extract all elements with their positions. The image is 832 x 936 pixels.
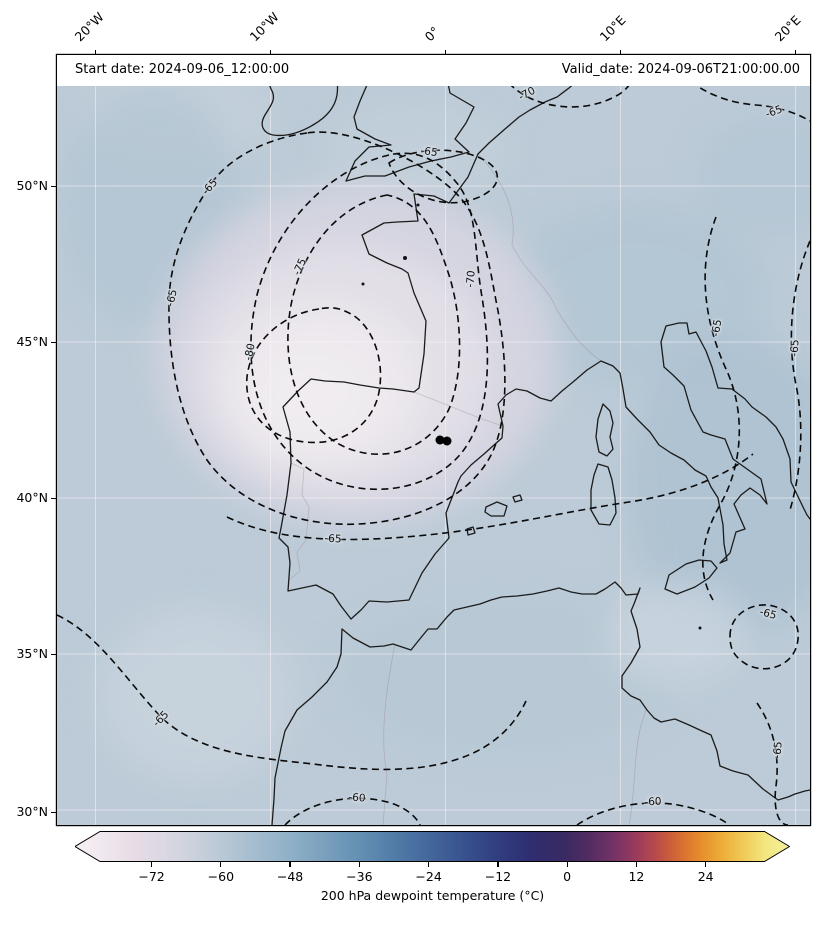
coast-sardinia — [590, 463, 617, 526]
lon-tick-label: 10°W — [246, 9, 282, 45]
coast-menorca — [512, 494, 523, 503]
contour-80 — [245, 306, 382, 444]
colorbar-tick-mark — [220, 862, 222, 867]
coast-mallorca — [484, 501, 508, 517]
island-dot — [698, 626, 702, 630]
coast-corsica — [595, 403, 614, 457]
colorbar-tick-mark — [289, 862, 291, 867]
colorbar-tick-label: −36 — [346, 869, 373, 884]
map-canvas — [57, 55, 810, 825]
lat-tick-mark — [51, 186, 56, 188]
lon-tick-label: 20°E — [771, 12, 804, 45]
colorbar-label: 200 hPa dewpoint temperature (°C) — [320, 888, 545, 903]
lat-tick-label: 35°N — [16, 646, 48, 661]
contour-60-southwest — [284, 797, 421, 825]
location-marker — [435, 435, 452, 446]
lat-tick-mark — [51, 654, 56, 656]
coast-north-africa — [271, 581, 810, 825]
colorbar-tick-mark — [635, 862, 637, 867]
colorbar-tick-mark — [358, 862, 360, 867]
lon-tick-label: 20°W — [71, 9, 107, 45]
lon-tick-label: 0° — [421, 23, 443, 45]
colorbar-tick-mark — [705, 862, 707, 867]
lat-tick-label: 45°N — [16, 334, 48, 349]
colorbar-tick-label: −48 — [276, 869, 304, 884]
lon-tick-mark — [445, 50, 447, 55]
colorbar-tick-label: −24 — [415, 869, 442, 884]
colorbar-tick-mark — [497, 862, 499, 867]
lon-tick-label: 10°E — [596, 12, 629, 45]
title-strip — [57, 55, 810, 86]
colorbar-tick-mark — [566, 862, 568, 867]
lon-tick-mark — [270, 50, 272, 55]
contour-65-spain — [226, 453, 754, 541]
lat-tick-label: 40°N — [16, 490, 48, 505]
valid-date-text: Valid_date: 2024-09-06T21:00:00.00 — [561, 62, 800, 77]
lon-tick-mark — [795, 50, 797, 55]
colorbar-tick-label: 0 — [563, 869, 572, 884]
lat-tick-label: 30°N — [16, 804, 48, 819]
contour-65-bottomright — [756, 702, 789, 825]
lon-tick-mark — [95, 50, 97, 55]
map-axes: -80 -75 -70 -65 -65 -65 -70 -65 -65 -65 -65 -65 -65-… — [57, 55, 810, 825]
colorbar-gradient — [74, 831, 791, 862]
lat-tick-mark — [51, 342, 56, 344]
contour-65-channel — [388, 149, 499, 204]
colorbar-tick-label: −12 — [484, 869, 512, 884]
coast-ibiza — [466, 526, 476, 536]
lon-tick-mark — [620, 50, 622, 55]
colorbar-tick-mark — [428, 862, 430, 867]
start-date-text: Start date: 2024-09-06_12:00:00 — [75, 62, 290, 77]
colorbar-tick-label: −72 — [138, 869, 165, 884]
island-dot — [361, 282, 365, 286]
contour-65-right — [702, 216, 741, 601]
field-shading — [62, 63, 810, 785]
coast-sicily — [664, 559, 718, 595]
lat-tick-mark — [51, 498, 56, 500]
contour-65-southwest — [57, 614, 527, 771]
contour-65-farright — [789, 240, 810, 511]
contour-65-loop-right — [729, 604, 799, 670]
lat-tick-mark — [51, 812, 56, 814]
contour-75 — [287, 194, 461, 455]
colorbar: −72 −60 −48 −36 −24 −12 0 12 24 200 hPa … — [74, 831, 791, 911]
colorbar-tick-label: 24 — [697, 869, 714, 884]
colorbar-tick-mark — [150, 862, 153, 867]
coast-france-iberia-italy — [278, 153, 810, 620]
contour-lines — [57, 55, 810, 825]
island-dot — [403, 256, 407, 260]
contour-70 — [250, 152, 489, 491]
coastlines — [261, 55, 810, 825]
island-dot — [416, 203, 420, 207]
lat-tick-label: 50°N — [16, 178, 48, 193]
colorbar-tick-label: −60 — [207, 869, 235, 884]
contour-60-southeast — [576, 802, 730, 825]
colorbar-tick-label: 12 — [628, 869, 645, 884]
titlebar: Start date: 2024-09-06_12:00:00 Valid_da… — [57, 55, 810, 86]
contour-65-outer — [168, 131, 506, 526]
